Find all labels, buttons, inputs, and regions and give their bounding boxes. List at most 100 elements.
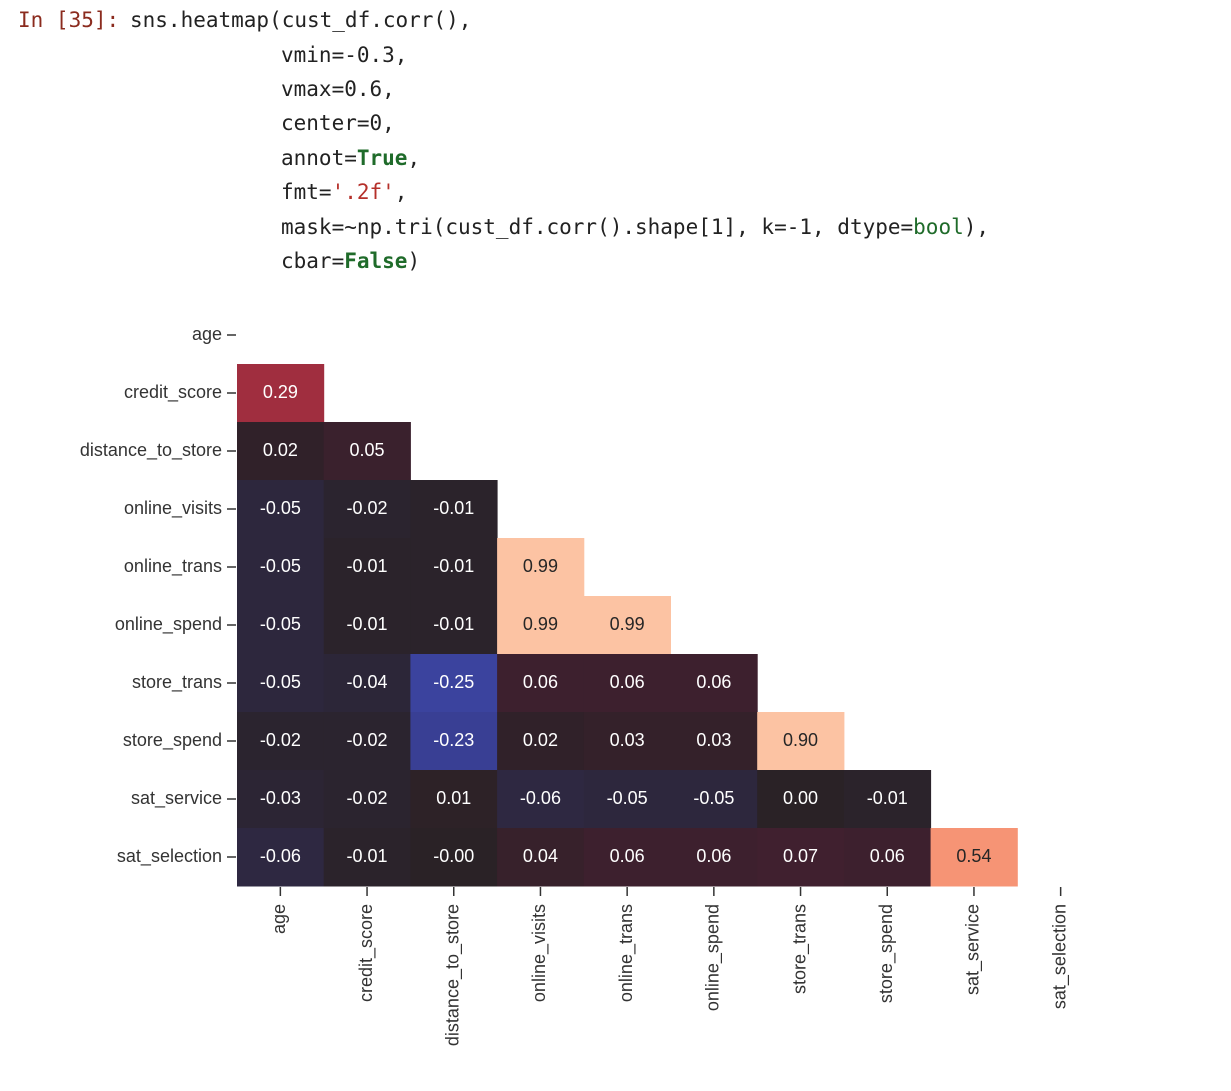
cell-label: -0.05 xyxy=(260,672,301,692)
heatmap-cell xyxy=(237,422,325,481)
code-line: vmin=-0.3, xyxy=(281,45,407,66)
code-token: cbar= xyxy=(281,249,345,273)
cell-label: 0.54 xyxy=(956,846,991,866)
cell-label: -0.00 xyxy=(433,846,474,866)
cell-label: 0.06 xyxy=(696,846,731,866)
cell-label: 0.06 xyxy=(610,672,645,692)
cell-label: -0.05 xyxy=(260,614,301,634)
cell-label: -0.01 xyxy=(867,788,908,808)
x-tick-label: sat_selection xyxy=(1049,904,1070,1009)
heatmap-cell xyxy=(323,596,411,655)
y-tick-label: age xyxy=(192,324,222,344)
heatmap-cell xyxy=(497,538,585,597)
cell-label: 0.90 xyxy=(783,730,818,750)
heatmap-cell xyxy=(583,712,671,771)
heatmap-cell xyxy=(930,828,1018,887)
cell-label: 0.03 xyxy=(610,730,645,750)
cell-label: 0.00 xyxy=(783,788,818,808)
heatmap-cell xyxy=(670,828,758,887)
cell-label: -0.02 xyxy=(260,730,301,750)
heatmap-cell xyxy=(670,654,758,713)
heatmap-cell xyxy=(410,770,498,829)
x-tick-label: store_spend xyxy=(876,904,897,1003)
y-tick-label: online_spend xyxy=(115,614,222,635)
code-token: sns.heatmap(cust_df.corr(), xyxy=(130,8,472,32)
heatmap-cell xyxy=(237,596,325,655)
cell-label: 0.03 xyxy=(696,730,731,750)
heatmap-cell xyxy=(237,538,325,597)
y-tick-label: credit_score xyxy=(124,382,222,403)
heatmap-cell xyxy=(497,828,585,887)
x-tick-label: online_trans xyxy=(616,904,637,1002)
x-tick-label: age xyxy=(269,904,289,934)
heatmap-cell xyxy=(323,770,411,829)
heatmap-cell xyxy=(497,654,585,713)
heatmap-cell xyxy=(843,770,932,829)
y-tick-label: store_spend xyxy=(123,730,222,751)
heatmap-cell xyxy=(237,364,325,423)
heatmap-cell xyxy=(237,828,325,887)
cell-label: -0.05 xyxy=(260,556,301,576)
prompt: In [35]: xyxy=(18,8,120,32)
heatmap-cell xyxy=(410,712,498,771)
code-token: ), xyxy=(963,215,990,239)
heatmap-cell xyxy=(237,480,325,539)
heatmap-cell xyxy=(583,654,671,713)
code-token: fmt= xyxy=(281,180,332,204)
cell-label: 0.06 xyxy=(870,846,905,866)
cell-label: -0.02 xyxy=(347,498,388,518)
cell-label: 0.05 xyxy=(350,440,385,460)
heatmap-cell xyxy=(583,828,671,887)
code-token: bool xyxy=(913,215,964,239)
cell-label: -0.01 xyxy=(347,846,388,866)
code-token: , xyxy=(394,180,408,204)
heatmap-cell xyxy=(237,654,325,713)
heatmap-cell xyxy=(497,770,585,829)
code-line: cbar=False) xyxy=(281,251,420,272)
x-tick-label: distance_to_store xyxy=(443,904,464,1046)
code-token: annot= xyxy=(281,146,357,170)
heatmap-cell xyxy=(410,480,498,539)
heatmap-cell xyxy=(323,828,411,887)
cell-label: 0.99 xyxy=(523,614,558,634)
code-line: vmax=0.6, xyxy=(281,79,395,100)
code-line: sns.heatmap(cust_df.corr(), xyxy=(130,10,471,31)
heatmap-cell xyxy=(410,828,498,887)
cell-label: 0.02 xyxy=(523,730,558,750)
code-token: False xyxy=(344,249,408,273)
code-token: , xyxy=(407,146,421,170)
heatmap-cell xyxy=(757,712,845,771)
cell-label: -0.01 xyxy=(347,614,388,634)
cell-label: 0.06 xyxy=(610,846,645,866)
cell-label: -0.23 xyxy=(433,730,474,750)
code-line: fmt='.2f', xyxy=(281,182,407,203)
heatmap-cell xyxy=(843,828,932,887)
code-line: center=0, xyxy=(281,113,395,134)
cell-label: -0.02 xyxy=(347,730,388,750)
cell-label: 0.04 xyxy=(523,846,558,866)
heatmap-cell xyxy=(670,770,758,829)
heatmap-cell xyxy=(410,596,498,655)
heatmap-cell xyxy=(323,538,411,597)
cell-label: -0.25 xyxy=(433,672,474,692)
cell-label: -0.01 xyxy=(433,614,474,634)
y-tick-label: store_trans xyxy=(132,672,222,693)
code-token: center=0, xyxy=(281,111,395,135)
heatmap-cell xyxy=(410,538,498,597)
y-tick-label: sat_service xyxy=(131,788,222,809)
x-tick-label: sat_service xyxy=(963,904,984,995)
cell-label: 0.29 xyxy=(263,382,298,402)
cell-label: -0.01 xyxy=(433,498,474,518)
code-line: annot=True, xyxy=(281,148,420,169)
cell-label: -0.05 xyxy=(260,498,301,518)
cell-label: -0.01 xyxy=(433,556,474,576)
heatmap-cell xyxy=(323,422,411,481)
code-token: '.2f' xyxy=(331,180,395,204)
heatmap-cell xyxy=(237,712,325,771)
y-tick-label: sat_selection xyxy=(117,846,222,867)
cell-label: 0.01 xyxy=(436,788,471,808)
heatmap-cell xyxy=(757,828,845,887)
x-tick-label: credit_score xyxy=(356,904,377,1002)
cell-label: 0.99 xyxy=(523,556,558,576)
